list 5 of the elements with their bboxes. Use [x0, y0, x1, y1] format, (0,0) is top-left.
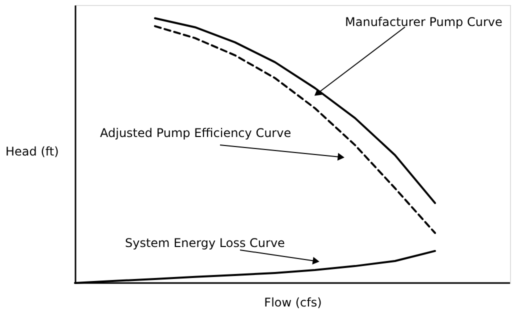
annotation: System Energy Loss Curve [125, 236, 285, 250]
annotation: Manufacturer Pump Curve [345, 15, 502, 29]
y-axis-title: Head (ft) [6, 144, 59, 158]
x-axis-title: Flow (cfs) [264, 296, 322, 310]
annotation: Adjusted Pump Efficiency Curve [100, 126, 292, 140]
